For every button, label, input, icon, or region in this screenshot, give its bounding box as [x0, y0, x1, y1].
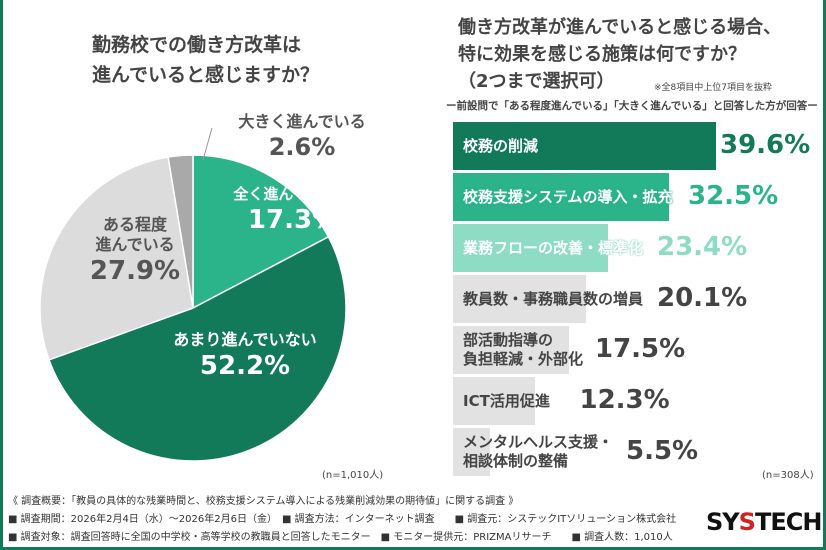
bar-subtitle: ー前設問で「ある程度進んでいる」「大きく進んでいる」と回答した方が回答ー	[446, 100, 818, 112]
pie-label-text: ある程度 進んでいる	[95, 215, 175, 254]
pie-label-text: 全く進んでいない	[233, 185, 353, 203]
bar	[453, 275, 587, 323]
bar-label: メンタルヘルス支援・ 相談体制の整備	[463, 433, 614, 470]
bar	[453, 122, 716, 170]
bar-label: 校務の削減	[463, 136, 539, 155]
pie-slice	[192, 154, 330, 310]
pie-value: 2.6%	[268, 133, 336, 161]
pie-slice-label: ある程度 進んでいる 27.9%	[85, 215, 185, 288]
bar-value: 39.6%	[720, 130, 811, 160]
pie-slice-label: あまり進んでいない 52.2%	[140, 330, 350, 383]
pie-slice-label: 全く進んでいない 17.3%	[208, 185, 378, 236]
bar-label: 教員数・事務職員数の増員	[463, 289, 644, 308]
bar-value: 32.5%	[688, 181, 779, 211]
pie-value: 27.9%	[89, 256, 181, 286]
bar-value: 20.1%	[657, 283, 748, 313]
bar-label: 校務支援システムの導入・拡充	[463, 187, 673, 206]
bar	[453, 428, 490, 476]
bar	[453, 224, 609, 272]
pie-label-text: 大きく進んでいる	[238, 112, 366, 131]
pie-value: 17.3%	[247, 204, 339, 235]
bar-label: ICT活用促進	[463, 391, 550, 410]
bar-value: 17.5%	[595, 334, 686, 364]
bar	[453, 173, 669, 221]
leader-line	[202, 127, 213, 161]
pie-value: 52.2%	[199, 351, 291, 381]
bar	[453, 326, 570, 374]
footer-summary: 《 調査概要：「教員の具体的な残業時間と、校務支援システム導入による残業削減効果…	[8, 496, 519, 507]
systech-logo: SYSTECH	[706, 508, 822, 536]
pie-label-text: あまり進んでいない	[173, 330, 317, 349]
footer-period: ■ 調査期間：2026年2月4日（水）～2026年2月6日（金） ■ 調査方法：…	[8, 514, 677, 525]
bar-label: 部活動指導の 負担軽減・外部化	[463, 331, 584, 368]
bar-note: ※全8項目中上位7項目を抜粋	[654, 83, 772, 93]
bar-value: 23.4%	[657, 232, 748, 262]
bar-sample-size: (n=308人)	[762, 470, 814, 481]
pie-slice	[167, 154, 194, 309]
pie-slice	[48, 235, 347, 462]
bar-title: 働き方改革が進んでいると感じる場合、 特に効果を感じる施策は何ですか？ （2つま…	[458, 17, 782, 92]
pie-slice-label: 大きく進んでいる 2.6%	[232, 112, 372, 162]
pie-title: 勤務校での働き方改革は 進んでいると感じますか？	[92, 34, 320, 86]
bar-label: 業務フローの改善・標準化	[463, 238, 644, 257]
bar	[453, 377, 535, 425]
bar-value: 5.5%	[626, 436, 699, 466]
bar-value: 12.3%	[579, 385, 670, 415]
pie-chart	[39, 127, 347, 462]
pie-sample-size: (n=1,010人)	[322, 470, 384, 481]
footer-target: ■ 調査対象：調査回答時に全国の中学校・高等学校の教職員と回答したモニター ■ …	[8, 532, 673, 543]
pie-slice	[39, 156, 194, 361]
